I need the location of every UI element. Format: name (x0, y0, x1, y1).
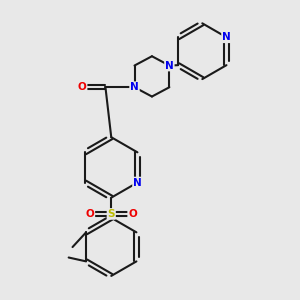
Text: N: N (133, 178, 142, 188)
Text: N: N (165, 61, 174, 70)
Text: O: O (128, 209, 137, 219)
Text: O: O (78, 82, 87, 92)
Text: N: N (222, 32, 231, 42)
Text: N: N (130, 82, 139, 92)
Text: S: S (107, 209, 115, 219)
Text: O: O (85, 209, 94, 219)
